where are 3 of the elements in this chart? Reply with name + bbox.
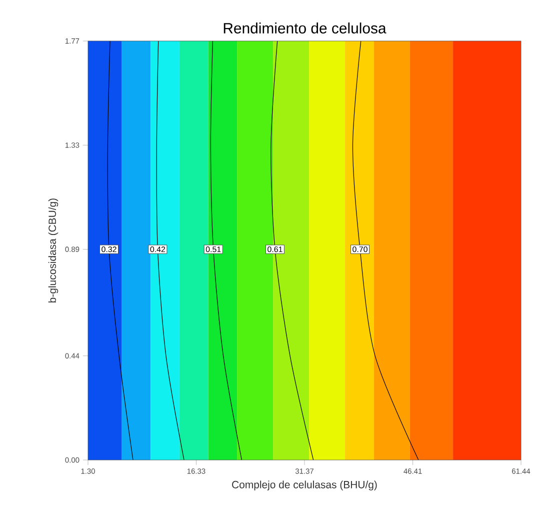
x-axis-title: Complejo de celulasas (BHU/g) [232,480,377,490]
chart-title: Rendimiento de celulosa [224,22,386,34]
y-axis-title: b-glucosidasa (CBU/g) [48,198,58,302]
